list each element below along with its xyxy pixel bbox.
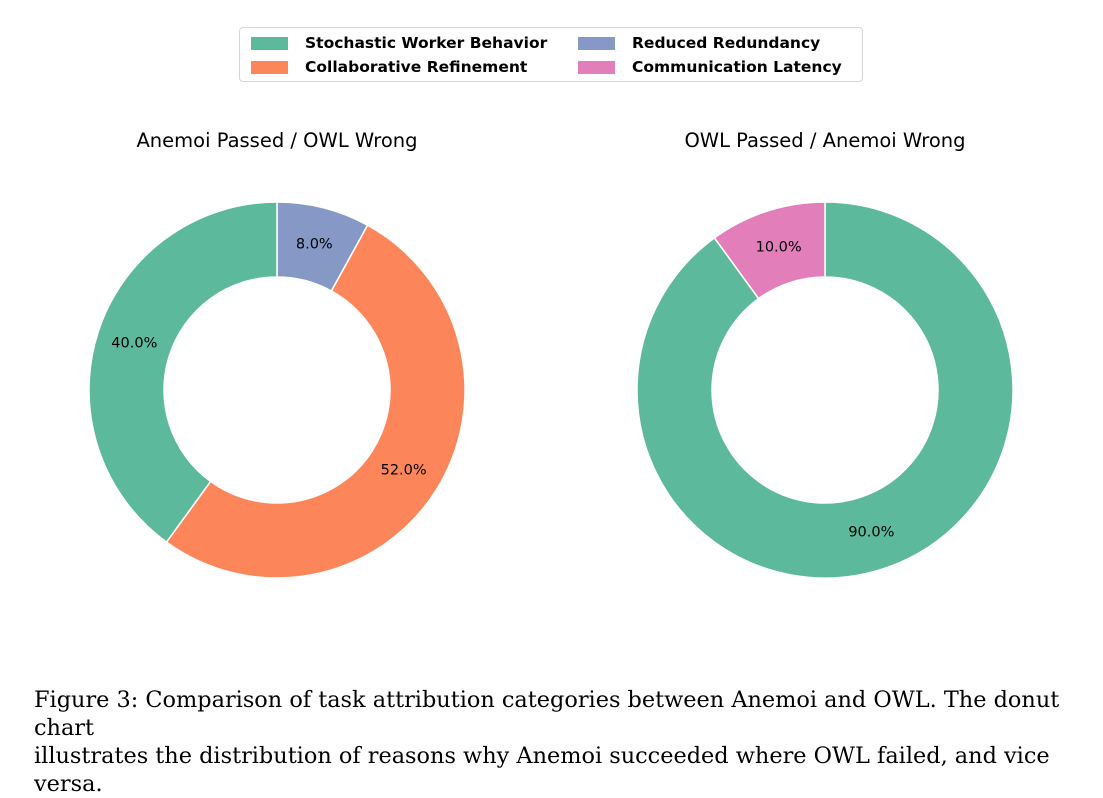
legend-label-stochastic: Stochastic Worker Behavior xyxy=(305,34,548,52)
legend: Stochastic Worker Behavior Collaborative… xyxy=(239,27,863,82)
donut-label-stochastic-worker-behavior: 90.0% xyxy=(848,525,894,541)
chart-title-right: OWL Passed / Anemoi Wrong xyxy=(684,129,966,152)
donut-chart-right: 90.0% 10.0% xyxy=(636,201,1014,579)
legend-item-collaborative: Collaborative Refinement xyxy=(251,57,527,77)
donut-label-reduced-redundancy: 8.0% xyxy=(296,237,333,253)
caption-line-2: illustrates the distribution of reasons … xyxy=(34,743,1050,797)
legend-label-latency: Communication Latency xyxy=(632,58,842,76)
donut-label-stochastic-worker-behavior: 40.0% xyxy=(111,336,157,352)
donut-label-collaborative-refinement: 52.0% xyxy=(381,462,427,478)
legend-swatch-collaborative xyxy=(251,60,288,74)
figure-caption: Figure 3: Comparison of task attribution… xyxy=(34,686,1074,798)
legend-swatch-redundancy xyxy=(578,36,615,50)
legend-swatch-latency xyxy=(578,60,615,74)
legend-item-redundancy: Reduced Redundancy xyxy=(578,33,820,53)
chart-title-left: Anemoi Passed / OWL Wrong xyxy=(136,129,418,152)
legend-swatch-stochastic xyxy=(251,36,288,50)
donut-slice-communication-latency xyxy=(713,201,826,300)
legend-item-stochastic: Stochastic Worker Behavior xyxy=(251,33,547,53)
figure: Stochastic Worker Behavior Collaborative… xyxy=(34,27,1059,797)
donut-slice-collaborative-refinement xyxy=(165,224,466,579)
legend-label-redundancy: Reduced Redundancy xyxy=(632,34,821,52)
donut-label-communication-latency: 10.0% xyxy=(756,239,802,255)
caption-line-1: Figure 3: Comparison of task attribution… xyxy=(34,687,1060,741)
donut-slice-stochastic-worker-behavior xyxy=(636,201,1014,579)
legend-item-latency: Communication Latency xyxy=(578,57,842,77)
legend-label-collaborative: Collaborative Refinement xyxy=(305,58,528,76)
donut-chart-left: 8.0% 52.0% 40.0% xyxy=(88,201,466,579)
donut-slice-stochastic-worker-behavior xyxy=(88,201,278,544)
